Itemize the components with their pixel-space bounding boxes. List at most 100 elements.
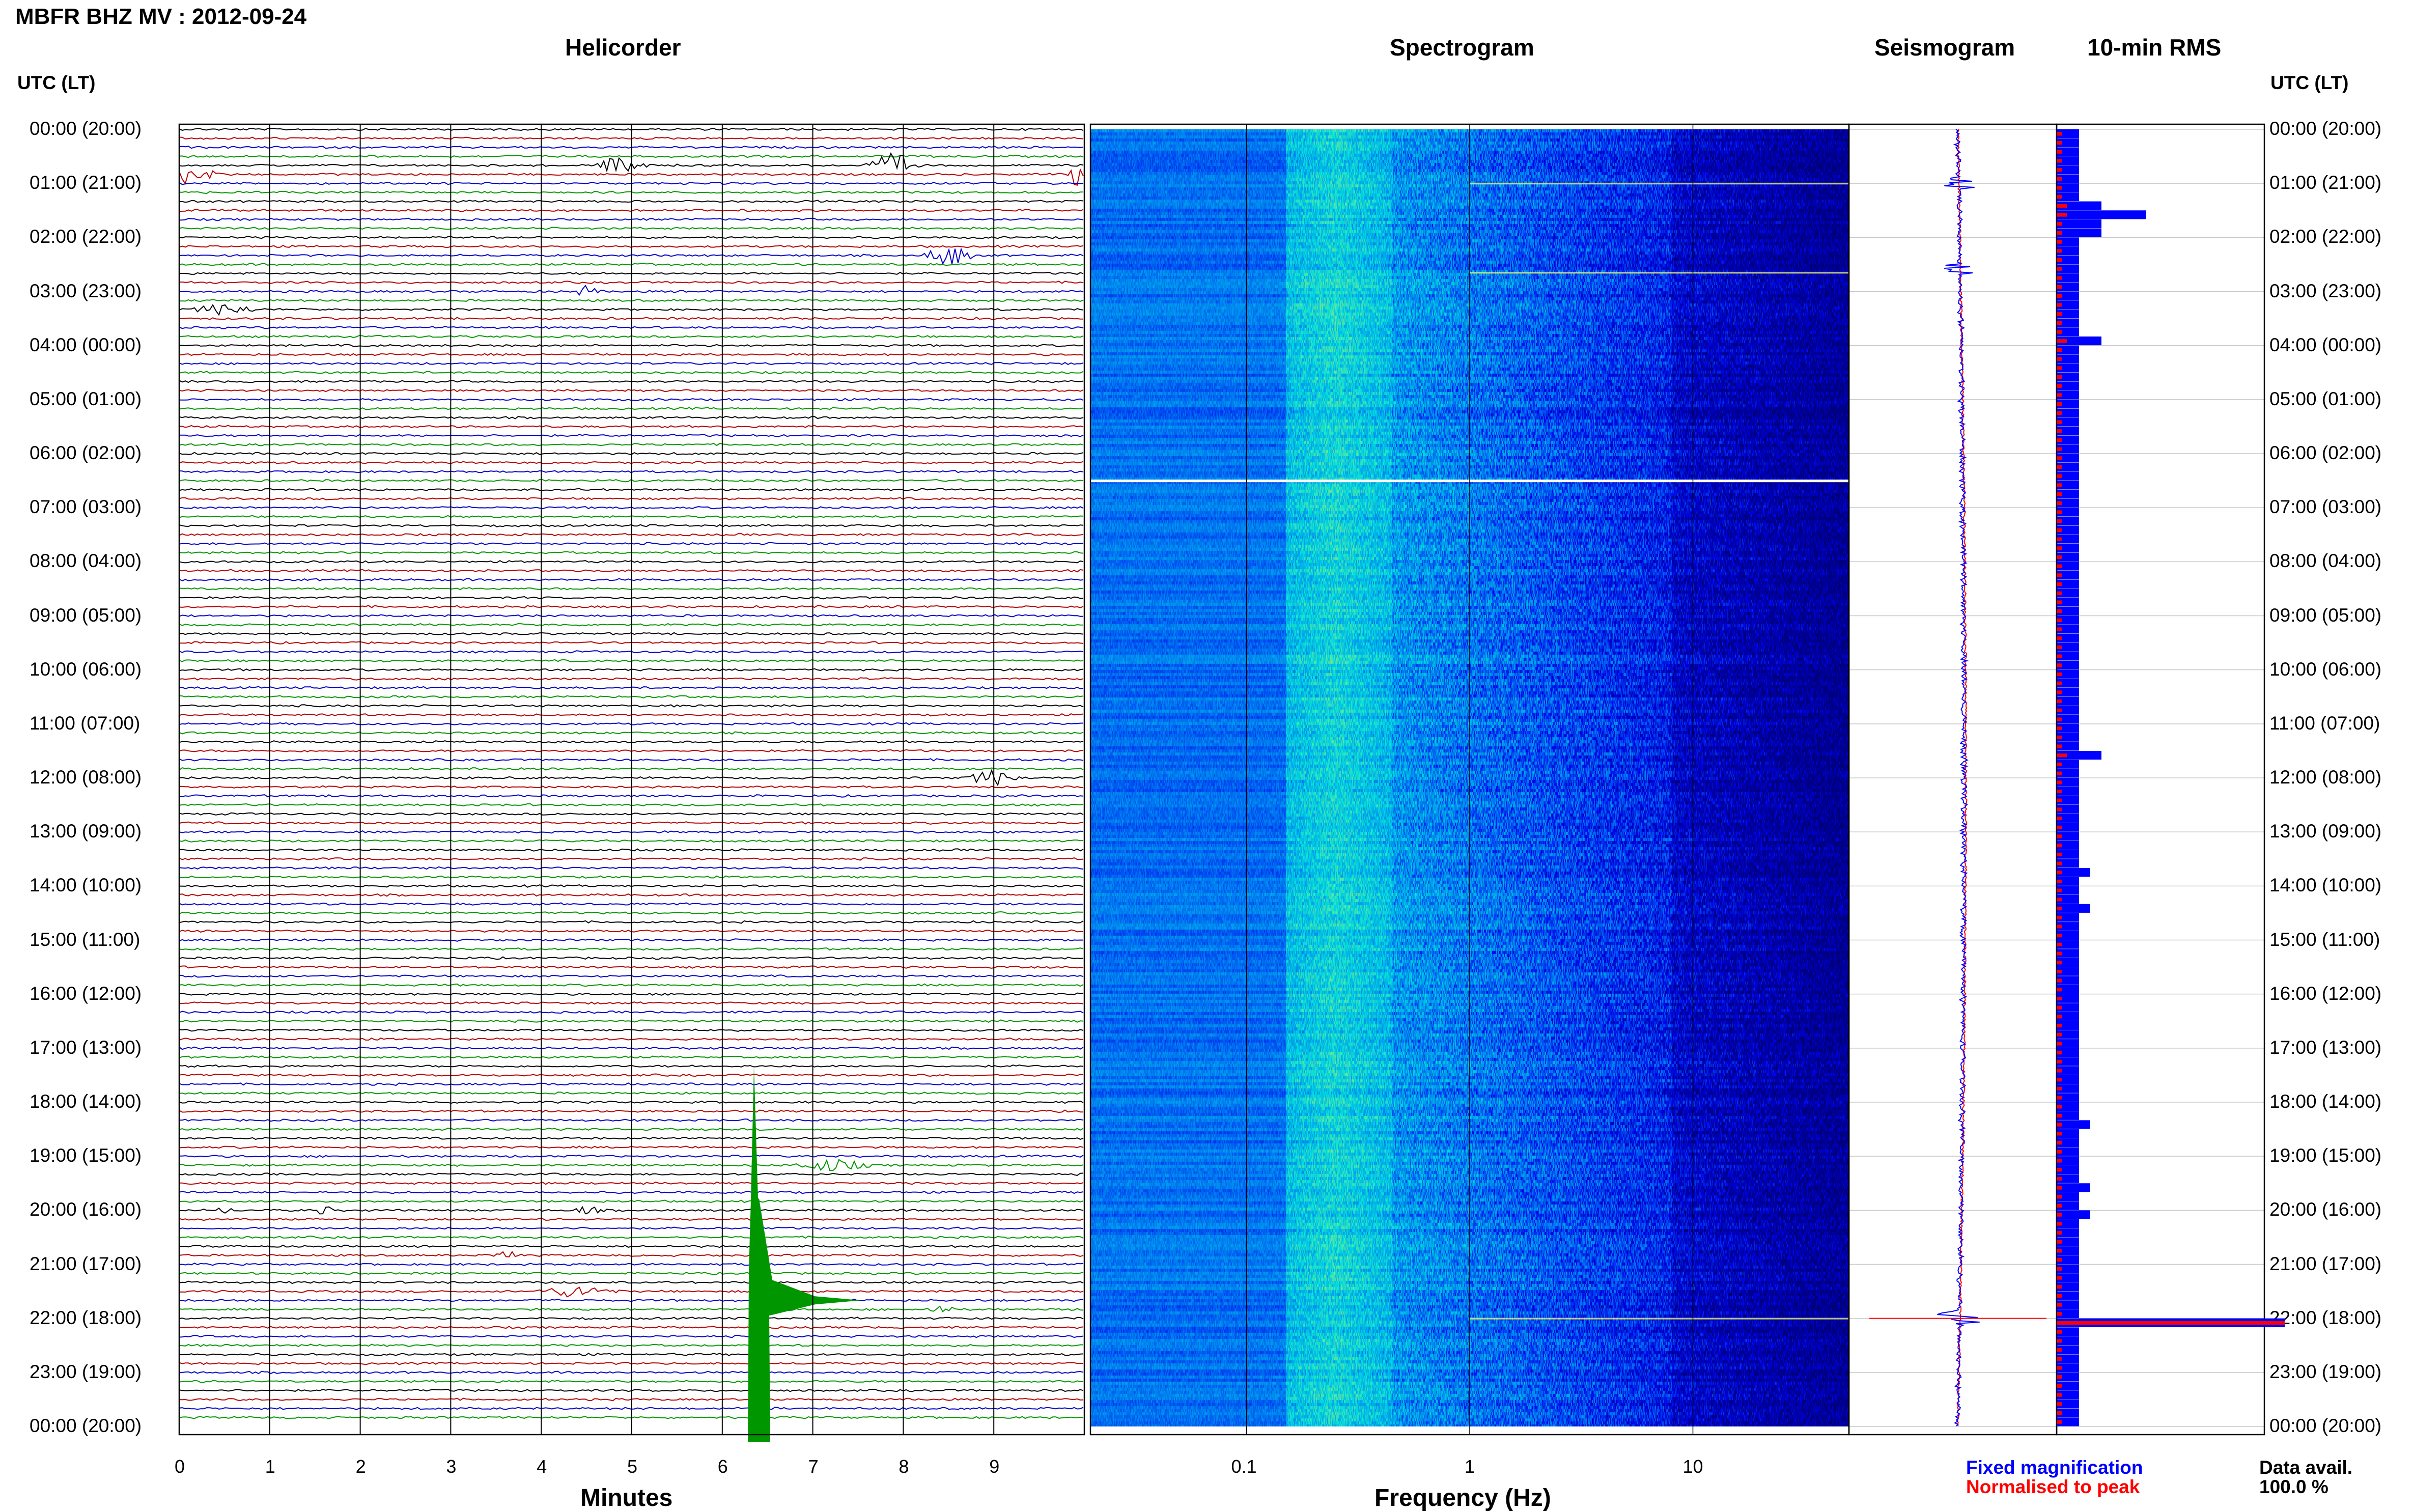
- rms-bar-fixed: [2057, 498, 2079, 508]
- rms-bar-normalised: [2057, 1051, 2062, 1055]
- rms-bar-normalised: [2057, 1240, 2062, 1244]
- rms-title: 10-min RMS: [2087, 34, 2222, 61]
- rms-bar-fixed: [2057, 1255, 2079, 1264]
- rms-bar-normalised: [2057, 771, 2062, 775]
- hour-label-left: 03:00 (23:00): [30, 280, 142, 301]
- rms-bar-normalised: [2057, 483, 2062, 487]
- rms-bar-normalised: [2057, 348, 2062, 352]
- rms-bar-fixed: [2057, 1237, 2079, 1246]
- rms-bar-fixed: [2057, 769, 2079, 778]
- rms-bar-fixed: [2057, 1390, 2079, 1399]
- rms-bar-normalised: [2057, 285, 2062, 289]
- helicorder-tick-label: 7: [808, 1456, 819, 1477]
- rms-bar-normalised: [2057, 1366, 2062, 1370]
- hour-label-left: 15:00 (11:00): [30, 929, 141, 950]
- rms-bar-normalised: [2057, 195, 2062, 199]
- rms-bar-normalised: [2057, 807, 2062, 811]
- rms-bar-fixed: [2057, 796, 2079, 805]
- rms-bar-normalised: [2057, 717, 2062, 721]
- rms-bar-fixed: [2057, 147, 2079, 156]
- rms-bar-normalised: [2057, 501, 2062, 505]
- rms-bar-normalised: [2057, 141, 2062, 145]
- rms-bar-normalised: [2057, 663, 2062, 667]
- helicorder-tick-label: 5: [627, 1456, 638, 1477]
- rms-bar-fixed: [2057, 1300, 2079, 1309]
- rms-bar-normalised: [2057, 1339, 2062, 1343]
- hour-label-right: 07:00 (03:00): [2269, 496, 2382, 518]
- rms-bar-normalised: [2057, 402, 2062, 406]
- hour-label-left: 12:00 (08:00): [30, 767, 142, 788]
- rms-bar-normalised: [2057, 934, 2062, 938]
- rms-bar-normalised: [2057, 1105, 2062, 1109]
- rms-bar-normalised: [2057, 672, 2062, 677]
- hour-label-right: 13:00 (09:00): [2269, 821, 2382, 842]
- rms-bar-fixed: [2057, 399, 2079, 409]
- hour-label-right: 00:00 (20:00): [2269, 118, 2382, 139]
- rms-bar-fixed: [2057, 606, 2079, 615]
- rms-bar-normalised: [2057, 519, 2062, 523]
- rms-bar-fixed: [2057, 1120, 2090, 1129]
- rms-bar-normalised: [2057, 177, 2062, 181]
- rms-bar-normalised: [2057, 1420, 2062, 1424]
- hour-label-right: 03:00 (23:00): [2269, 280, 2382, 301]
- panel-frame: [2056, 123, 2265, 1436]
- rms-bar-normalised: [2057, 1222, 2062, 1226]
- rms-bar-normalised: [2057, 1384, 2062, 1388]
- rms-bar-fixed: [2057, 877, 2079, 886]
- plot-title: MBFR BHZ MV : 2012-09-24: [15, 4, 307, 29]
- hour-label-right: 00:00 (20:00): [2269, 1415, 2382, 1436]
- seismogram-fixed-trace: [1937, 129, 1980, 1426]
- rms-bar-fixed: [2057, 516, 2079, 526]
- rms-bar-fixed: [2057, 579, 2079, 589]
- rms-bar-normalised: [2057, 798, 2062, 802]
- rms-bar-normalised: [2057, 1357, 2062, 1361]
- rms-bar-normalised: [2057, 1231, 2062, 1235]
- rms-bar-normalised: [2057, 213, 2067, 217]
- rms-bar-fixed: [2057, 1030, 2079, 1039]
- hour-label-left: 06:00 (02:00): [30, 442, 142, 463]
- rms-bar-fixed: [2057, 633, 2079, 643]
- rms-bar-fixed: [2057, 660, 2079, 670]
- rms-bar-fixed: [2057, 309, 2079, 319]
- helicorder-tick-label: 3: [446, 1456, 457, 1477]
- rms-bar-fixed: [2057, 1147, 2079, 1156]
- rms-bar-fixed: [2057, 1003, 2079, 1012]
- helicorder-tick-label: 9: [989, 1456, 1000, 1477]
- rms-bar-fixed: [2057, 886, 2079, 895]
- rms-bar-normalised: [2057, 1042, 2062, 1046]
- rms-bar-fixed: [2057, 1174, 2079, 1183]
- rms-bar-normalised: [2057, 636, 2062, 640]
- rms-bar-normalised: [2057, 438, 2062, 442]
- hour-label-right: 01:00 (21:00): [2269, 172, 2382, 193]
- rms-bar-fixed: [2057, 1282, 2079, 1292]
- rms-bar-fixed: [2057, 1219, 2079, 1228]
- hour-label-right: 15:00 (11:00): [2269, 929, 2380, 950]
- rms-bar-normalised: [2057, 1024, 2062, 1028]
- rms-bar-normalised: [2057, 654, 2062, 658]
- rms-bar-normalised: [2057, 1249, 2062, 1253]
- rms-bar-normalised: [2057, 1402, 2062, 1406]
- rms-bar-fixed: [2057, 1363, 2079, 1373]
- rms-bar-fixed: [2057, 156, 2079, 165]
- rms-bar-normalised: [2057, 1330, 2062, 1334]
- rms-bar-fixed: [2057, 841, 2079, 850]
- rms-bar-normalised: [2057, 564, 2062, 568]
- rms-bar-fixed: [2057, 589, 2079, 598]
- helicorder-tick-label: 2: [355, 1456, 366, 1477]
- rms-bar-normalised: [2057, 249, 2062, 253]
- rms-bar-normalised: [2057, 1267, 2062, 1271]
- rms-bar-fixed: [2057, 715, 2079, 724]
- rms-bar-normalised: [2057, 978, 2062, 983]
- rms-bar-normalised: [2057, 159, 2062, 163]
- legend-fixed-magnification: Fixed magnification: [1966, 1457, 2143, 1478]
- rms-bar-normalised: [2057, 898, 2062, 902]
- seismogram-title: Seismogram: [1874, 34, 2015, 61]
- rms-bar-fixed: [2057, 1291, 2079, 1300]
- hour-label-right: 11:00 (07:00): [2269, 712, 2380, 734]
- rms-bar-normalised: [2057, 1005, 2062, 1010]
- rms-bar-fixed: [2057, 264, 2079, 273]
- rms-bar-normalised: [2057, 852, 2062, 856]
- hour-label-right: 17:00 (13:00): [2269, 1037, 2382, 1058]
- rms-bar-normalised: [2057, 591, 2062, 595]
